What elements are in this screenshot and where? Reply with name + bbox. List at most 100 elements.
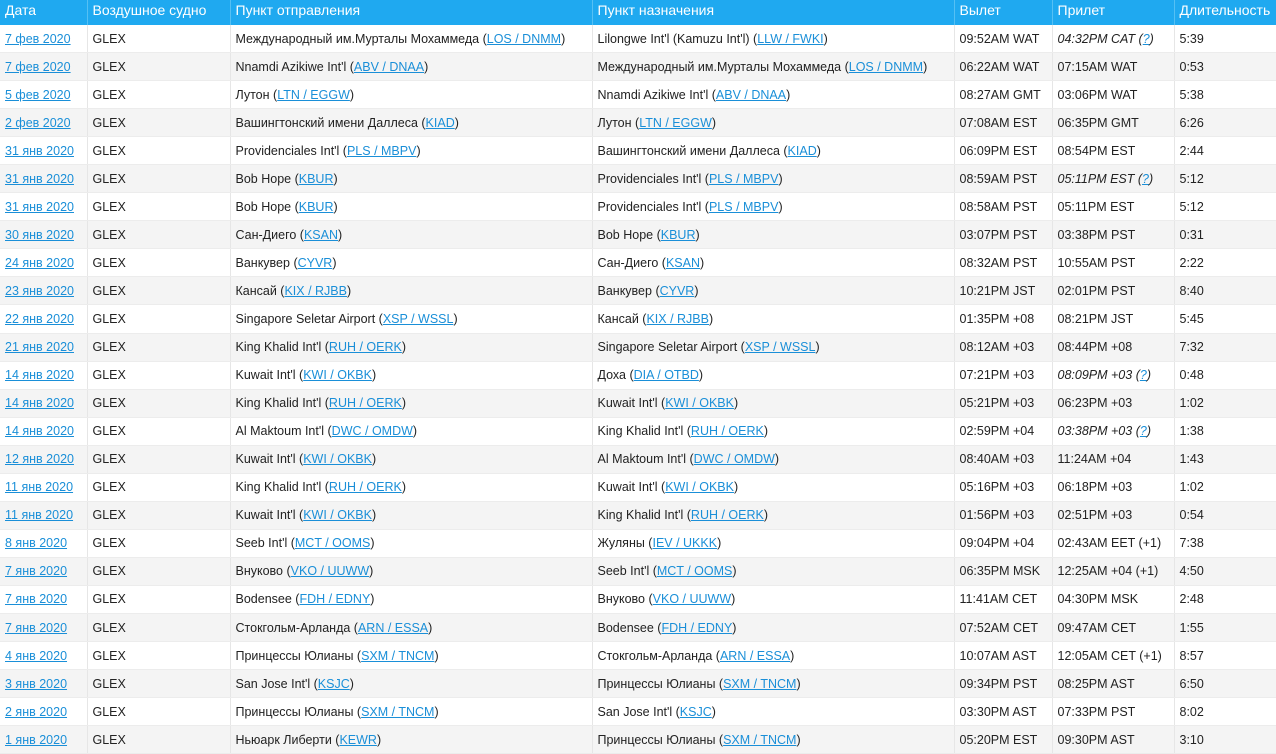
- flight-date-link[interactable]: 8 янв 2020: [5, 536, 68, 551]
- flight-date-link[interactable]: 1 янв 2020: [5, 732, 68, 747]
- flight-date-link[interactable]: 7 фев 2020: [5, 59, 71, 74]
- destination-airport-code-link[interactable]: SXM / TNCM: [723, 732, 797, 747]
- cell-origin: Providenciales Int'l (PLS / MBPV): [230, 136, 593, 166]
- destination-airport-code-link[interactable]: KIX / RJBB: [646, 311, 709, 326]
- flight-date-link[interactable]: 14 янв 2020: [5, 396, 74, 411]
- destination-airport-code-link[interactable]: RUH / OERK: [690, 508, 764, 523]
- flight-date-link[interactable]: 7 янв 2020: [5, 592, 68, 607]
- origin-airport-code-link[interactable]: LOS / DNMM: [486, 31, 562, 46]
- destination-airport-code-link[interactable]: DIA / OTBD: [633, 368, 699, 383]
- flight-date-link[interactable]: 2 янв 2020: [5, 704, 68, 719]
- destination-airport-code-link[interactable]: XSP / WSSL: [744, 340, 816, 355]
- column-header-origin[interactable]: Пункт отправления: [230, 0, 593, 25]
- estimate-help-link[interactable]: ?: [1142, 31, 1150, 46]
- origin-airport-code-link[interactable]: RUH / OERK: [328, 480, 402, 495]
- arrival-time: 03:38PM +03: [1057, 424, 1133, 439]
- column-header-date[interactable]: Дата: [0, 0, 88, 25]
- column-header-destination[interactable]: Пункт назначения: [592, 0, 955, 25]
- destination-airport-code-link[interactable]: LTN / EGGW: [639, 115, 712, 130]
- origin-airport-code-link[interactable]: RUH / OERK: [328, 340, 402, 355]
- flight-date-link[interactable]: 31 янв 2020: [5, 199, 74, 214]
- flight-date-link[interactable]: 14 янв 2020: [5, 368, 74, 383]
- flight-date-link[interactable]: 2 фев 2020: [5, 115, 71, 130]
- cell-duration: 8:40: [1174, 276, 1276, 306]
- destination-airport-code-link[interactable]: PLS / MBPV: [708, 199, 779, 214]
- cell-duration: 0:48: [1174, 361, 1276, 390]
- destination-airport-code-link[interactable]: KSAN: [665, 255, 701, 270]
- flight-date-link[interactable]: 22 янв 2020: [5, 311, 74, 326]
- destination-airport-code-link[interactable]: KSJC: [679, 704, 712, 719]
- origin-airport-code-link[interactable]: KEWR: [339, 732, 377, 747]
- origin-airport-code-link[interactable]: KWI / OKBK: [303, 368, 372, 383]
- destination-airport-code-link[interactable]: MCT / OOMS: [656, 564, 733, 579]
- column-header-aircraft[interactable]: Воздушное судно: [87, 0, 231, 25]
- flight-date-link[interactable]: 23 янв 2020: [5, 283, 74, 298]
- flight-date-link[interactable]: 24 янв 2020: [5, 255, 74, 270]
- cell-duration: 5:38: [1174, 80, 1276, 110]
- origin-airport-code-link[interactable]: KSAN: [303, 227, 339, 242]
- flight-date-link[interactable]: 4 янв 2020: [5, 648, 68, 663]
- flight-date-link[interactable]: 7 янв 2020: [5, 564, 68, 579]
- origin-airport-code-link[interactable]: LTN / EGGW: [277, 87, 350, 102]
- flight-date-link[interactable]: 21 янв 2020: [5, 340, 74, 355]
- destination-airport-code-link[interactable]: KBUR: [660, 227, 696, 242]
- estimate-help-link[interactable]: ?: [1139, 368, 1147, 383]
- table-row: 14 янв 2020 GLEX Al Maktoum Int'l (DWC / O…: [0, 417, 1276, 446]
- origin-airport-code-link[interactable]: FDH / EDNY: [299, 592, 371, 607]
- origin-airport-code-link[interactable]: KSJC: [317, 676, 350, 691]
- destination-airport-code-link[interactable]: KWI / OKBK: [665, 480, 734, 495]
- destination-airport-code-link[interactable]: ARN / ESSA: [719, 648, 791, 663]
- origin-airport-code-link[interactable]: MCT / OOMS: [294, 536, 371, 551]
- origin-airport-code-link[interactable]: KIX / RJBB: [284, 283, 347, 298]
- arrival-time: 06:35PM GMT: [1057, 115, 1139, 130]
- origin-airport-code-link[interactable]: RUH / OERK: [328, 396, 402, 411]
- estimate-help-link[interactable]: ?: [1142, 171, 1149, 186]
- origin-airport-code-link[interactable]: ARN / ESSA: [357, 620, 429, 635]
- column-header-duration[interactable]: Длительность: [1174, 0, 1276, 25]
- origin-airport-code-link[interactable]: KBUR: [298, 199, 334, 214]
- column-header-departure[interactable]: Вылет: [954, 0, 1053, 25]
- origin-airport-code-link[interactable]: KWI / OKBK: [303, 508, 372, 523]
- destination-airport-code-link[interactable]: KWI / OKBK: [665, 396, 734, 411]
- origin-airport-code-link[interactable]: SXM / TNCM: [361, 648, 435, 663]
- estimate-help-link[interactable]: ?: [1139, 424, 1147, 439]
- cell-destination: Seeb Int'l (MCT / OOMS): [592, 557, 955, 586]
- flight-date-link[interactable]: 11 янв 2020: [5, 508, 74, 523]
- origin-airport-name: Providenciales Int'l: [235, 143, 340, 158]
- column-header-arrival[interactable]: Прилет: [1052, 0, 1175, 25]
- destination-airport-code-link[interactable]: ABV / DNAA: [715, 87, 787, 102]
- flight-date-link[interactable]: 7 фев 2020: [5, 31, 71, 46]
- destination-airport-code-link[interactable]: LOS / DNMM: [848, 59, 924, 74]
- origin-airport-code-link[interactable]: XSP / WSSL: [382, 311, 454, 326]
- destination-airport-code-link[interactable]: CYVR: [659, 283, 695, 298]
- flight-date-link[interactable]: 3 янв 2020: [5, 676, 68, 691]
- origin-airport-code-link[interactable]: SXM / TNCM: [361, 704, 435, 719]
- flight-date-link[interactable]: 14 янв 2020: [5, 424, 74, 439]
- cell-arrival: 08:21PM JST: [1052, 304, 1175, 334]
- destination-airport-code-link[interactable]: FDH / EDNY: [661, 620, 733, 635]
- cell-duration: 3:10: [1174, 725, 1276, 754]
- origin-airport-code-link[interactable]: CYVR: [297, 255, 333, 270]
- flight-date-link[interactable]: 11 янв 2020: [5, 480, 74, 495]
- destination-airport-code-link[interactable]: IEV / UKKK: [652, 536, 718, 551]
- origin-airport-code-link[interactable]: DWC / OMDW: [331, 424, 413, 439]
- flight-date-link[interactable]: 31 янв 2020: [5, 171, 74, 186]
- destination-airport-code-link[interactable]: VKO / UUWW: [652, 592, 732, 607]
- origin-airport-code-link[interactable]: KBUR: [298, 171, 334, 186]
- origin-airport-code-link[interactable]: PLS / MBPV: [346, 143, 417, 158]
- flight-date-link[interactable]: 30 янв 2020: [5, 227, 74, 242]
- destination-airport-code-link[interactable]: KIAD: [787, 143, 817, 158]
- destination-airport-code-link[interactable]: SXM / TNCM: [723, 676, 797, 691]
- origin-airport-code-link[interactable]: ABV / DNAA: [353, 59, 425, 74]
- destination-airport-code-link[interactable]: PLS / MBPV: [708, 171, 779, 186]
- destination-airport-code-link[interactable]: DWC / OMDW: [693, 452, 775, 467]
- origin-airport-code-link[interactable]: KIAD: [425, 115, 455, 130]
- destination-airport-code-link[interactable]: RUH / OERK: [690, 424, 764, 439]
- origin-airport-code-link[interactable]: KWI / OKBK: [303, 452, 372, 467]
- flight-date-link[interactable]: 7 янв 2020: [5, 620, 68, 635]
- origin-airport-code-link[interactable]: VKO / UUWW: [290, 564, 370, 579]
- destination-airport-code-link[interactable]: LLW / FWKI: [757, 31, 824, 46]
- flight-date-link[interactable]: 5 фев 2020: [5, 87, 71, 102]
- flight-date-link[interactable]: 31 янв 2020: [5, 143, 74, 158]
- flight-date-link[interactable]: 12 янв 2020: [5, 452, 74, 467]
